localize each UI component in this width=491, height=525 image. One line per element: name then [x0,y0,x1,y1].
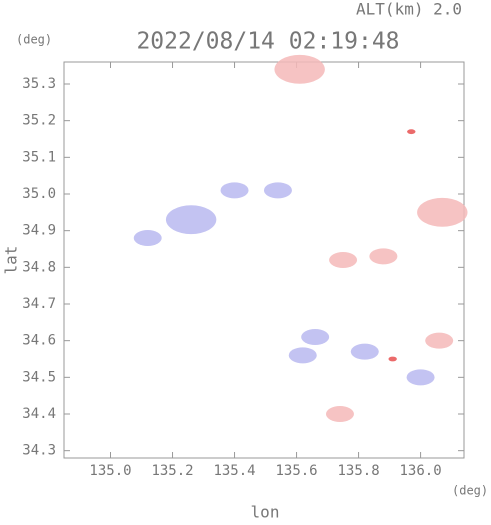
echo [407,129,416,135]
echo [301,329,330,345]
echo [263,182,292,199]
y-tick-label: 34.4 [22,406,56,422]
y-tick-label: 34.7 [22,296,56,312]
y-tick-label: 34.6 [22,333,56,349]
altitude-label: ALT(km) 2.0 [356,0,462,19]
echo [388,356,397,362]
echo [425,332,454,349]
chart-title: 2022/08/14 02:19:48 [136,29,399,55]
x-tick-label: 135.2 [151,463,193,479]
y-tick-label: 34.8 [22,259,56,275]
x-tick-label: 135.8 [337,463,379,479]
echo [274,54,325,84]
echo [325,406,354,422]
y-tick-label: 34.5 [22,369,56,385]
echo [165,205,217,235]
plot-frame [63,61,465,459]
y-tick-label: 34.3 [22,443,56,459]
echo [329,252,358,268]
echo [220,182,249,199]
y-tick-label: 35.3 [22,76,56,92]
x-unit: (deg) [452,484,488,498]
echo [406,369,435,386]
x-tick-label: 135.4 [213,463,255,479]
echo [417,197,468,227]
y-tick-label: 34.9 [22,223,56,239]
y-axis-label: lat [2,246,21,275]
echo [369,248,398,265]
echo [288,347,317,364]
x-tick-label: 136.0 [400,463,442,479]
x-axis-label: lon [251,503,280,522]
y-unit: (deg) [16,33,52,47]
y-tick-label: 35.0 [22,186,56,202]
y-tick-label: 35.2 [22,113,56,129]
echo [350,343,379,360]
x-tick-label: 135.6 [275,463,317,479]
x-tick-label: 135.0 [89,463,131,479]
y-tick-label: 35.1 [22,149,56,165]
echo [133,230,162,246]
